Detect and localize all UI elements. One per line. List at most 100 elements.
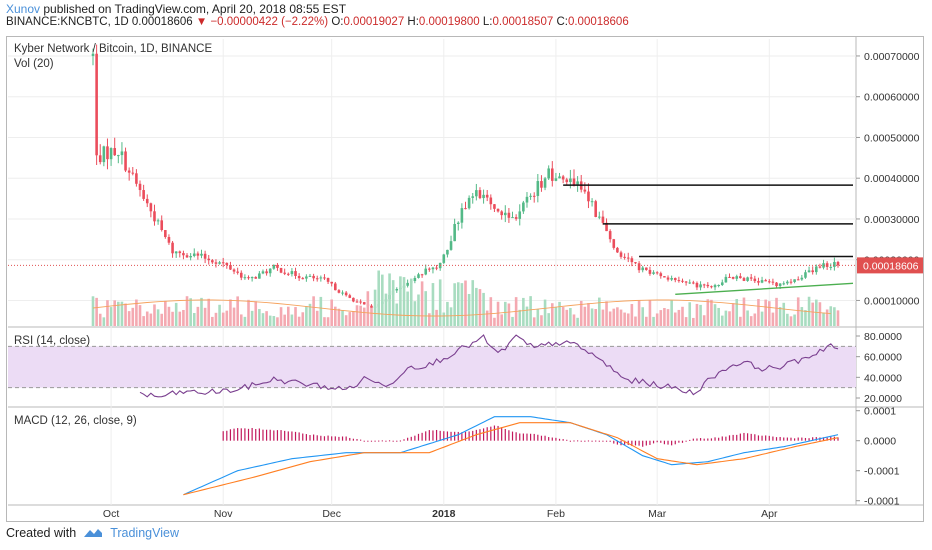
volume-bar <box>272 316 276 326</box>
candle-body <box>626 257 630 259</box>
symbol-label: BINANCE:KNCBTC, 1D <box>6 16 129 28</box>
main-pane-title: Kyber Network / Bitcoin, 1D, BINANCE <box>14 43 213 55</box>
candle-body <box>149 203 153 212</box>
macd-histogram-bar <box>548 437 550 441</box>
candle-body <box>131 172 135 174</box>
macd-histogram-bar <box>772 436 774 441</box>
y-tick-label: 0.00050000 <box>864 132 920 144</box>
volume-bar <box>428 313 431 326</box>
rsi-band <box>8 346 856 388</box>
candle-body <box>207 258 211 261</box>
candle-body <box>561 176 565 180</box>
volume-bar <box>192 313 196 326</box>
candle-body <box>189 256 192 258</box>
volume-bar <box>637 300 641 326</box>
volume-bar <box>182 309 185 326</box>
candle-body <box>330 281 333 284</box>
candle-body <box>301 278 305 280</box>
candle-body <box>576 181 579 186</box>
candle-body <box>724 276 728 283</box>
macd-histogram-bar <box>316 435 318 441</box>
volume-bar <box>171 311 174 326</box>
volume-bar <box>167 306 171 326</box>
volume-bar <box>550 303 554 326</box>
candle-body <box>786 281 789 284</box>
volume-bar <box>576 317 579 326</box>
macd-histogram-bar <box>837 437 839 441</box>
candle-body <box>583 189 587 192</box>
macd-histogram-bar <box>779 436 781 441</box>
candle-body <box>659 273 663 277</box>
candle-body <box>666 277 670 280</box>
candle-body <box>793 279 796 282</box>
macd-histogram-bar <box>345 436 347 441</box>
volume-bar <box>796 297 800 326</box>
candle-body <box>518 211 522 219</box>
volume-bar <box>757 299 760 326</box>
volume-bar <box>742 297 746 326</box>
rsi-y-tick-label: 60.0000 <box>864 352 902 364</box>
volume-bar <box>355 305 359 326</box>
candle-body <box>337 290 341 293</box>
macd-histogram-bar <box>501 427 503 441</box>
volume-bar <box>724 310 728 326</box>
volume-bar <box>800 307 804 326</box>
candle-body <box>294 271 297 276</box>
macd-histogram-bar <box>446 431 449 441</box>
volume-bar <box>532 317 536 326</box>
candle-body <box>829 266 833 268</box>
macd-histogram-bar <box>580 440 582 442</box>
macd-histogram-bar <box>244 428 246 441</box>
low-label: L: <box>482 16 493 28</box>
macd-histogram-bar <box>804 437 807 441</box>
volume-bar <box>449 307 453 326</box>
macd-histogram-bar <box>566 439 568 441</box>
volume-bar <box>250 310 254 326</box>
macd-histogram-bar <box>399 440 402 442</box>
volume-bar <box>749 316 753 326</box>
candle-body <box>417 274 420 278</box>
macd-histogram-bar <box>663 440 666 445</box>
candle-body <box>619 252 623 257</box>
volume-bar <box>608 311 612 326</box>
macd-histogram-bar <box>768 435 770 441</box>
macd-histogram-bar <box>790 437 792 441</box>
macd-histogram-bar <box>247 428 250 441</box>
macd-histogram-bar <box>233 428 235 441</box>
volume-bar <box>442 312 446 326</box>
candle-body <box>265 271 268 274</box>
volume-bar <box>713 304 717 326</box>
macd-histogram-bar <box>660 440 662 443</box>
candle-body <box>637 263 641 271</box>
candle-body <box>218 262 221 264</box>
tradingview-brand-link[interactable]: TradingView <box>110 526 179 540</box>
candle-body <box>760 280 764 283</box>
volume-bar <box>323 317 326 326</box>
macd-histogram-bar <box>783 437 785 441</box>
candle-body <box>106 146 109 160</box>
volume-bar <box>214 312 218 326</box>
macd-histogram-bar <box>396 440 398 442</box>
macd-histogram-bar <box>378 440 380 442</box>
macd-histogram-bar <box>743 432 745 441</box>
volume-bar <box>308 303 312 326</box>
macd-histogram-bar <box>486 427 488 441</box>
volume-bar <box>648 300 652 326</box>
volume-bar <box>268 315 272 326</box>
volume-bar <box>348 312 352 326</box>
macd-histogram-bar <box>468 431 470 441</box>
macd-histogram-bar <box>584 440 586 442</box>
volume-bar <box>409 278 413 326</box>
macd-histogram-bar <box>385 440 387 442</box>
macd-histogram-bar <box>349 437 351 441</box>
volume-bar <box>236 296 239 326</box>
volume-bar <box>767 301 771 326</box>
volume-bar <box>456 282 460 326</box>
candle-body <box>728 276 731 278</box>
macd-histogram-bar <box>707 438 709 441</box>
volume-bar <box>688 302 692 326</box>
candle-body <box>800 277 804 280</box>
author-link[interactable]: Xunov <box>6 2 41 16</box>
candle-body <box>485 194 489 198</box>
